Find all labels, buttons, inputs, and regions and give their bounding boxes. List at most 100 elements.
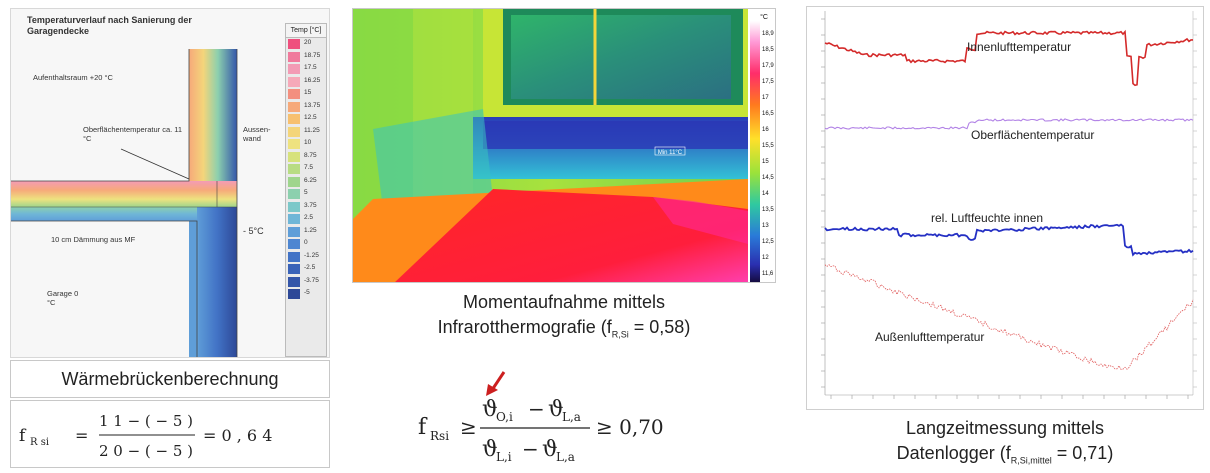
num-sub-2: L,a: [562, 410, 581, 424]
legend-row: 6.25: [286, 176, 326, 189]
ir-scale-tick: 16,5: [762, 111, 774, 117]
series-humidity-line: [824, 223, 1194, 257]
criterion-formula: f Rsi ≥ ϑ O,i − ϑ L,a ϑ L,i − ϑ L,a ≥ 0,…: [410, 368, 740, 468]
label-indoor: Innenlufttemperatur: [967, 40, 1071, 54]
infrared-thermogram: Min 11°C °C 18,9 18,5 17,9 17,5 17 16,5 16 15,5…: [352, 8, 776, 283]
ir-scale-tick: 13,5: [762, 207, 774, 213]
label-humidity: rel. Luftfeuchte innen: [931, 211, 1043, 225]
legend-swatch: [288, 226, 300, 237]
criterion-result: ≥ 0,70: [596, 415, 664, 439]
exterior-wall-label: Aussen-wand: [243, 125, 271, 143]
ir-scale-tick: 18,5: [762, 47, 774, 53]
thermogram-caption: Momentaufnahme mittels Infrarotthermogra…: [352, 290, 776, 350]
formula-f: f: [19, 426, 27, 446]
legend-value: -3.75: [304, 276, 319, 284]
legend-swatch: [288, 276, 300, 287]
legend-row: 10: [286, 138, 326, 151]
legend-swatch: [288, 239, 300, 249]
garage-label: Garage 0 °C: [47, 289, 79, 307]
num-theta-1: ϑ: [482, 397, 498, 422]
num-minus: −: [528, 397, 545, 421]
legend-value: 17.5: [304, 64, 317, 71]
criterion-f-sub: Rsi: [430, 429, 449, 443]
legend-swatch: [288, 64, 300, 74]
den-minus: −: [522, 437, 539, 461]
formula-f-sub: R si: [30, 437, 49, 448]
simulation-title: Temperaturverlauf nach Sanierung der Gar…: [27, 15, 192, 36]
series-surface-line: [824, 118, 1194, 130]
thermal-bridge-formula: f R si = 1 1 − ( − 5 ) 2 0 − ( − 5 ) = 0…: [10, 400, 330, 468]
legend-swatch: [288, 289, 300, 299]
legend-row: 2.5: [286, 213, 326, 226]
legend-value: 3.75: [304, 201, 317, 209]
den-sub-2: L,a: [556, 450, 575, 464]
legend-row: 5: [286, 188, 326, 201]
legend-value: 16.25: [304, 76, 321, 84]
legend-row: 8.75: [286, 151, 326, 164]
legend-value: 20: [304, 39, 312, 46]
legend-row: 17.5: [286, 63, 326, 76]
legend-row: -5: [286, 288, 326, 301]
legend-value: 15: [304, 89, 312, 96]
den-theta-2: ϑ: [542, 437, 558, 462]
simulation-drawing: [11, 49, 238, 357]
legend-row: 1.25: [286, 226, 326, 239]
ir-scale-tick: 12,5: [762, 239, 774, 245]
legend-row: 0: [286, 238, 326, 251]
legend-value: -2.5: [304, 264, 316, 271]
legend-value: 1.25: [304, 226, 317, 234]
legend-row: -2.5: [286, 263, 326, 276]
criterion-geq: ≥: [460, 415, 477, 439]
series-outdoor-line: [824, 264, 1194, 370]
legend-swatch: [288, 151, 300, 162]
arrow-pointer: [490, 371, 506, 391]
legend-value: 10: [304, 139, 312, 146]
legend-swatch: [288, 264, 300, 274]
logger-caption-line2: Datenlogger (fR,Si,mittel = 0,71): [896, 443, 1114, 466]
insulation-label: 10 cm Dämmung aus MF: [51, 235, 136, 244]
legend-swatch: [288, 214, 300, 224]
legend-value: 7.5: [304, 164, 314, 171]
legend-row: 20: [286, 38, 326, 51]
data-logger-plot: Innenlufttemperatur Oberflächentemperatu…: [821, 11, 1197, 399]
den-theta-1: ϑ: [482, 437, 498, 462]
legend-swatch: [288, 139, 300, 149]
data-logger-chart: Innenlufttemperatur Oberflächentemperatu…: [806, 6, 1204, 410]
legend-swatch: [288, 89, 300, 99]
legend-swatch: [288, 76, 300, 87]
legend-swatch: [288, 51, 300, 62]
thermal-bridge-simulation: Temperaturverlauf nach Sanierung der Gar…: [10, 8, 330, 358]
legend-row: 16.25: [286, 76, 326, 89]
ir-scale-tick: 14: [762, 191, 769, 197]
ir-scale-tick: 17,5: [762, 79, 774, 85]
legend-value: 0: [304, 239, 308, 246]
ir-scale-tick: 15: [762, 159, 769, 165]
legend-row: 18.75: [286, 51, 326, 64]
legend-row: 13.75: [286, 101, 326, 114]
criterion-formula-drawing: f Rsi ≥ ϑ O,i − ϑ L,a ϑ L,i − ϑ L,a ≥ 0,…: [418, 371, 664, 464]
ir-scale-tick: 11,6: [762, 271, 774, 277]
legend-value: -5: [304, 289, 310, 296]
num-sub-1: O,i: [496, 410, 513, 424]
room-label: Aufenthaltsraum +20 °C: [33, 73, 113, 82]
formula-numerator: 1 1 − ( − 5 ): [99, 412, 193, 430]
formula-equals: =: [75, 426, 88, 445]
thermal-bridge-title: Wärmebrückenberechnung: [10, 360, 330, 398]
legend-value: 6.25: [304, 176, 317, 184]
ir-scale-tick: 17,9: [762, 63, 774, 69]
formula-denominator: 2 0 − ( − 5 ): [99, 442, 193, 460]
legend-row: 12.5: [286, 113, 326, 126]
legend-value: -1.25: [304, 251, 319, 259]
ir-scale-tick: 12: [762, 255, 769, 261]
logger-caption-line1: Langzeitmessung mittels: [905, 418, 1105, 438]
formula-drawing: f R si = 1 1 − ( − 5 ) 2 0 − ( − 5 ) = 0…: [19, 412, 272, 460]
ir-scale-tick: 16: [762, 127, 769, 133]
ir-scale-tick: 17: [762, 95, 769, 101]
spot-min-label: Min 11°C: [658, 150, 683, 156]
thermogram-caption-line2: Infrarotthermografie (fR,Si = 0,58): [437, 317, 691, 340]
ir-scale-tick: 14,5: [762, 175, 774, 181]
ir-scale-tick: 18,9: [762, 31, 774, 37]
legend-swatch: [288, 126, 300, 137]
ir-scale-unit: °C: [760, 13, 768, 21]
outside-temp-label: - 5°C: [243, 226, 264, 236]
